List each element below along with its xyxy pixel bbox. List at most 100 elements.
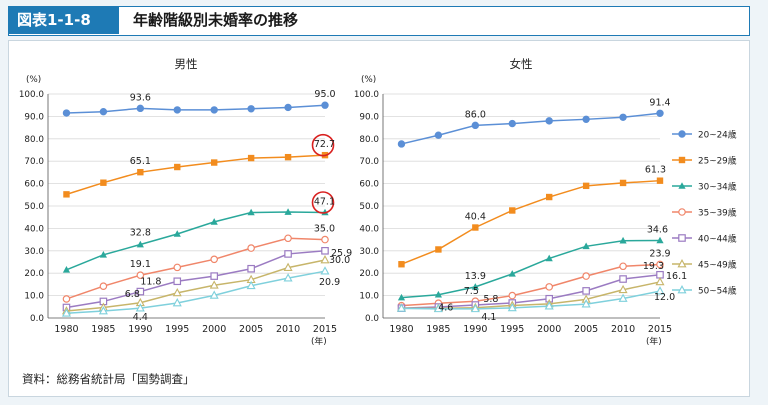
data-point (545, 254, 553, 262)
series-line (66, 104, 326, 114)
data-point (284, 153, 292, 161)
x-tick-label: 2000 (202, 324, 226, 335)
y-unit-label: (%) (361, 75, 376, 85)
data-point (209, 290, 219, 299)
chart-1: 0.0 10.0 20.0 30.0 40.0 50.0 60.0 70.0 80.0 90.0 1… (354, 57, 687, 347)
data-point (398, 261, 405, 268)
legend-marker (678, 208, 686, 216)
source-note: 資料：総務省統計局「国勢調査」 (22, 372, 195, 386)
data-point (320, 255, 330, 264)
data-label: 4.1 (481, 312, 496, 323)
x-unit-label: (年) (646, 335, 662, 347)
data-point (321, 235, 329, 244)
x-tick-label: 1990 (463, 324, 487, 335)
y-tick-label: 30.0 (24, 247, 44, 257)
figure-header: 図表1-1-8 年齢階級別未婚率の推移 (8, 6, 750, 36)
legend-marker (678, 156, 686, 164)
data-point (63, 191, 70, 198)
chart-title: 女性 (510, 57, 533, 71)
x-tick-label: 1985 (91, 324, 115, 335)
data-point (136, 104, 145, 113)
x-tick-label: 2010 (611, 324, 635, 335)
chart-title: 男性 (175, 57, 198, 71)
figure-title: 年齢階級別未婚率の推移 (133, 11, 299, 29)
data-label: 86.0 (465, 109, 486, 120)
legend-marker (677, 285, 687, 294)
series-line (401, 290, 661, 310)
y-tick-label: 80.0 (24, 135, 44, 145)
data-label: 5.8 (483, 294, 498, 305)
series-40-44 (62, 247, 329, 312)
data-point (136, 287, 145, 296)
legend-item-35-39: 35~39歳 (672, 207, 737, 219)
legend-label: 50~54歳 (698, 285, 737, 297)
x-tick-label: 2010 (276, 324, 300, 335)
data-point (435, 246, 442, 253)
data-point (582, 287, 590, 295)
y-tick-label: 70.0 (24, 157, 44, 167)
legend-label: 45~49歳 (698, 259, 737, 271)
data-label: 19.1 (130, 259, 151, 270)
data-point (471, 121, 480, 130)
data-label: 93.6 (130, 92, 151, 103)
data-point (619, 262, 627, 271)
y-tick-label: 90.0 (24, 112, 44, 122)
series-30-34 (397, 236, 664, 301)
data-point (544, 301, 554, 310)
data-point (656, 109, 664, 117)
data-point (470, 303, 480, 313)
data-label: 34.6 (647, 224, 668, 235)
data-point (284, 250, 292, 258)
data-point (508, 291, 517, 300)
data-point (174, 163, 181, 171)
data-point (321, 247, 329, 255)
data-point (247, 154, 255, 162)
data-label: 47.1 (314, 196, 335, 207)
data-label: 72.7 (314, 139, 335, 150)
data-point (283, 262, 293, 271)
data-point (509, 207, 516, 214)
data-point (210, 218, 218, 225)
series-line (401, 239, 661, 299)
x-tick-label: 1995 (165, 324, 189, 335)
data-point (173, 277, 182, 286)
series-line (66, 259, 326, 312)
data-label: 95.0 (314, 89, 335, 100)
data-point (98, 306, 108, 315)
data-point (173, 230, 181, 237)
highlight-circle (311, 133, 335, 157)
data-point (137, 168, 144, 176)
data-point (619, 179, 627, 187)
data-point (656, 236, 664, 244)
data-point (61, 308, 71, 317)
legend-label: 25~29歳 (698, 155, 737, 167)
data-label: 40.4 (465, 212, 486, 223)
data-label: 30.0 (329, 255, 350, 266)
series-20-24 (397, 109, 664, 148)
series-line (66, 270, 326, 315)
series-50-54 (396, 286, 665, 313)
data-label: 20.9 (319, 277, 340, 288)
data-point (656, 260, 664, 269)
data-point (320, 266, 330, 275)
data-point (434, 131, 443, 139)
data-point (471, 283, 479, 290)
data-point (397, 140, 406, 148)
data-point (619, 236, 627, 244)
legend-item-20-24: 20~24歳 (672, 129, 737, 141)
data-point (656, 177, 664, 184)
y-tick-label: 100.0 (354, 90, 380, 100)
y-tick-label: 80.0 (359, 135, 379, 145)
legend-item-40-44: 40~44歳 (672, 233, 737, 245)
data-point (172, 287, 182, 297)
data-point (136, 240, 144, 248)
x-tick-label: 1980 (54, 324, 78, 335)
data-label: 13.9 (465, 271, 486, 282)
y-tick-label: 0.0 (30, 314, 44, 324)
series-35-39 (62, 234, 329, 303)
data-point (211, 159, 218, 166)
data-label: 4.6 (438, 303, 453, 314)
y-tick-label: 30.0 (359, 247, 379, 257)
data-point (173, 263, 182, 272)
